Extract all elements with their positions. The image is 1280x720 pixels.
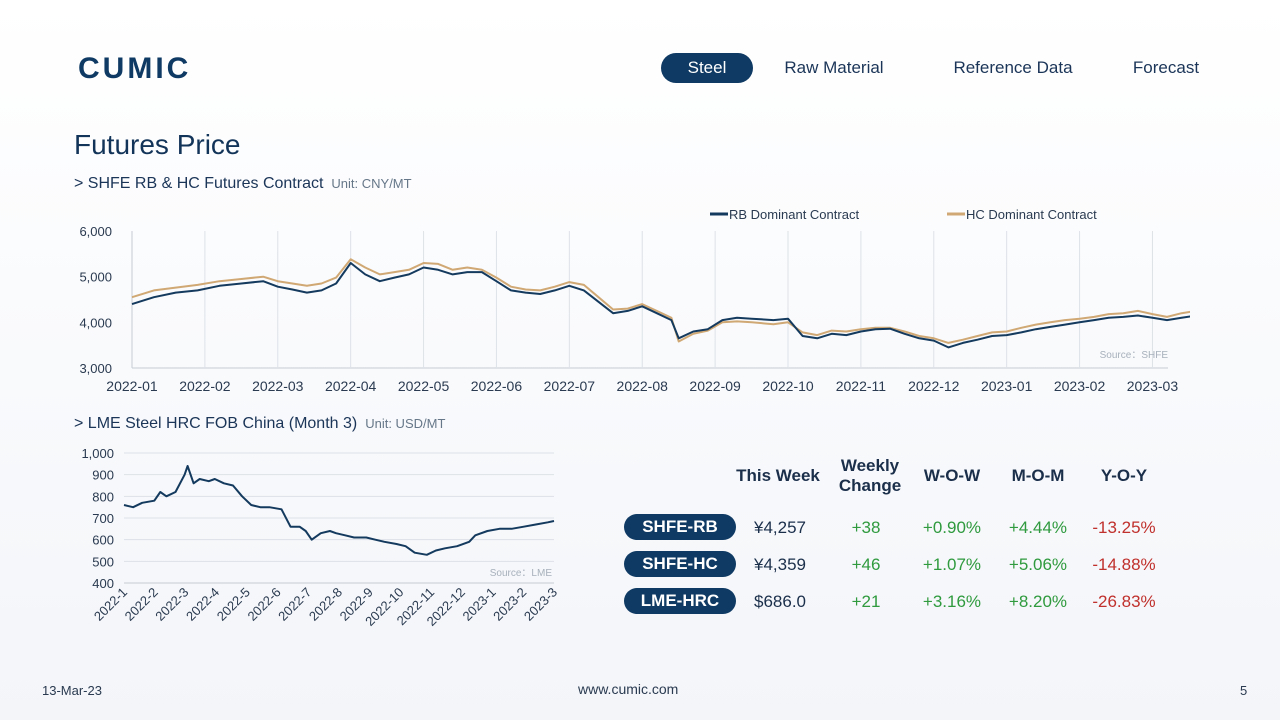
x-tick-label: 2022-10 <box>762 378 814 394</box>
x-tick-label: 2022-3 <box>152 585 191 624</box>
section-unit-lme: Unit: USD/MT <box>365 416 446 431</box>
footer-url[interactable]: www.cumic.com <box>578 681 679 697</box>
rb-yoy: -13.25% <box>1092 518 1156 537</box>
rb-wow: +0.90% <box>922 518 982 537</box>
y-tick-label: 5,000 <box>79 270 112 285</box>
series-line-lme-hrc <box>123 465 555 556</box>
hc-yoy: -14.88% <box>1092 555 1156 574</box>
page-title: Futures Price <box>74 129 241 160</box>
section-unit-shfe: Unit: CNY/MT <box>331 176 412 191</box>
x-tick-label: 2022-11 <box>836 378 887 394</box>
section-title-shfe-text: > SHFE RB & HC Futures Contract <box>74 175 324 192</box>
x-tick-label: 2023-3 <box>521 585 560 624</box>
x-tick-label: 2023-1 <box>459 585 498 624</box>
lme-hrc-chart: 4005006007008009001,0002022-12022-22022-… <box>81 446 560 629</box>
svg-text:CUMIC: CUMIC <box>78 54 191 80</box>
footer-page-number: 5 <box>1240 683 1248 698</box>
lme-wow: +3.16% <box>922 592 982 611</box>
lme-weekly-change: +21 <box>851 592 881 611</box>
x-tick-label: 2022-6 <box>244 585 283 624</box>
lme-yoy: -26.83% <box>1092 592 1156 611</box>
series-line-rb <box>131 262 1190 349</box>
x-tick-label: 2023-02 <box>1054 378 1106 394</box>
y-tick-label: 600 <box>92 533 114 548</box>
x-tick-label: 2022-03 <box>252 378 304 394</box>
section-title-lme: > LME Steel HRC FOB China (Month 3) Unit:… <box>74 415 445 433</box>
hc-mom: +5.06% <box>1008 555 1068 574</box>
x-tick-label: 2022-07 <box>544 378 596 394</box>
x-tick-label: 2023-03 <box>1127 378 1179 394</box>
y-tick-label: 400 <box>92 576 114 591</box>
cumic-logo: CUMIC <box>78 54 191 80</box>
x-tick-label: 2022-04 <box>325 378 377 394</box>
x-tick-label: 2023-01 <box>981 378 1033 394</box>
x-tick-label: 2022-12 <box>908 378 960 394</box>
x-tick-label: 2022-5 <box>214 585 253 624</box>
y-tick-label: 4,000 <box>79 315 112 330</box>
x-tick-label: 2022-2 <box>122 585 161 624</box>
header-wow: W-O-W <box>923 466 981 485</box>
x-tick-label: 2022-09 <box>689 378 741 394</box>
section-title-shfe: > SHFE RB & HC Futures Contract Unit: CNY… <box>74 175 412 193</box>
x-tick-label: 2022-06 <box>471 378 523 394</box>
legend-item-hc: HC Dominant Contract <box>947 207 1097 222</box>
x-tick-label: 2022-8 <box>306 585 345 624</box>
legend-item-rb: RB Dominant Contract <box>710 207 859 222</box>
top-nav: Steel Raw Material Reference Data Foreca… <box>660 53 1220 83</box>
series-line-hc <box>131 258 1190 344</box>
header-mom: M-O-M <box>1011 466 1065 485</box>
shfe-futures-chart: 2022-01 2022-02 2022-03 2022-04 2022-05 2022-… <box>79 207 1190 394</box>
footer-date: 13-Mar-23 <box>42 683 102 698</box>
x-tick-label: 2022-7 <box>275 585 314 624</box>
price-change-table: This Week Weekly Change W-O-W M-O-M Y-O-… <box>620 452 1180 622</box>
y-tick-label: 3,000 <box>79 361 112 376</box>
legend-label: HC Dominant Contract <box>966 207 1097 222</box>
rb-mom: +4.44% <box>1008 518 1068 537</box>
x-tick-label: 2023-2 <box>490 585 529 624</box>
legend-label: RB Dominant Contract <box>729 207 859 222</box>
x-tick-label: 2022-08 <box>617 378 669 394</box>
nav-tab-steel[interactable]: Steel <box>661 53 753 83</box>
hc-wow: +1.07% <box>922 555 982 574</box>
hc-this-week: ¥4,359 <box>754 555 806 574</box>
hc-weekly-change: +46 <box>851 555 881 574</box>
source-label: Source：SHFE <box>1100 350 1169 361</box>
nav-tab-raw-material[interactable]: Raw Material <box>784 58 884 77</box>
header-weekly-change: Weekly Change <box>838 456 902 495</box>
row-label-shfe-rb: SHFE-RB <box>624 514 736 540</box>
header-this-week: This Week <box>736 466 820 485</box>
y-tick-label: 800 <box>92 489 114 504</box>
lme-this-week: $686.0 <box>754 592 806 611</box>
source-label: Source：LME <box>490 568 553 579</box>
y-tick-label: 6,000 <box>79 224 112 239</box>
nav-tab-reference-data[interactable]: Reference Data <box>953 58 1073 77</box>
lme-mom: +8.20% <box>1008 592 1068 611</box>
x-tick-label: 2022-05 <box>398 378 450 394</box>
y-tick-label: 900 <box>92 468 114 483</box>
nav-tab-forecast[interactable]: Forecast <box>1132 58 1200 77</box>
x-tick-label: 2022-02 <box>179 378 231 394</box>
x-tick-label: 2022-01 <box>106 378 158 394</box>
row-label-lme-hrc: LME-HRC <box>624 588 736 614</box>
rb-this-week: ¥4,257 <box>754 518 806 537</box>
header-yoy: Y-O-Y <box>1100 466 1148 485</box>
row-label-shfe-hc: SHFE-HC <box>624 551 736 577</box>
y-tick-label: 700 <box>92 511 114 526</box>
x-tick-label: 2022-4 <box>183 585 222 624</box>
y-tick-label: 500 <box>92 554 114 569</box>
y-tick-label: 1,000 <box>81 446 114 461</box>
section-title-lme-text: > LME Steel HRC FOB China (Month 3) <box>74 415 358 432</box>
rb-weekly-change: +38 <box>851 518 881 537</box>
